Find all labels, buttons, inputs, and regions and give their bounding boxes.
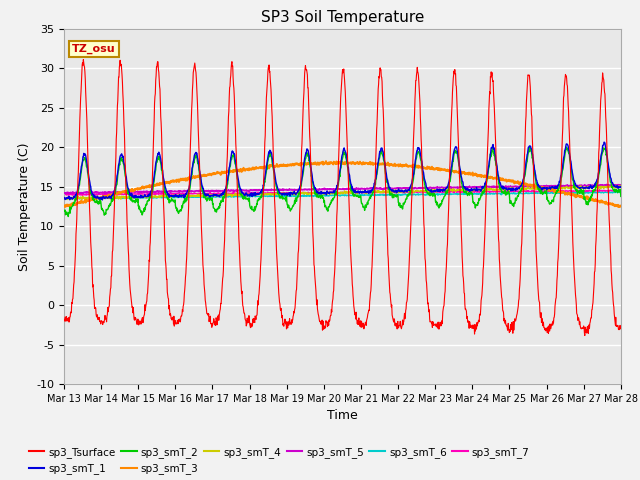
Title: SP3 Soil Temperature: SP3 Soil Temperature — [260, 10, 424, 25]
Y-axis label: Soil Temperature (C): Soil Temperature (C) — [18, 142, 31, 271]
Text: TZ_osu: TZ_osu — [72, 44, 116, 54]
X-axis label: Time: Time — [327, 409, 358, 422]
Legend: sp3_Tsurface, sp3_smT_1, sp3_smT_2, sp3_smT_3, sp3_smT_4, sp3_smT_5, sp3_smT_6, : sp3_Tsurface, sp3_smT_1, sp3_smT_2, sp3_… — [25, 443, 534, 478]
